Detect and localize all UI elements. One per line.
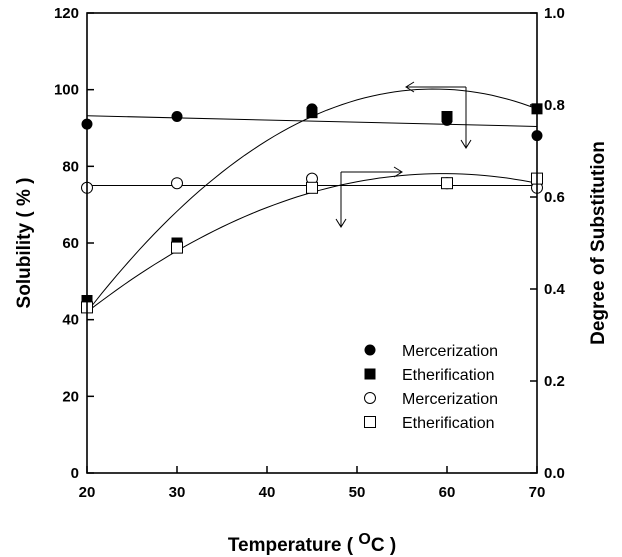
y-left-axis-ticks: 0 20 40 60 80 100 120 <box>54 5 94 482</box>
legend-label: Mercerization <box>402 391 498 408</box>
y-left-tick-label: 20 <box>62 388 79 405</box>
data-point-open-square <box>306 181 318 194</box>
arrow-shaft <box>340 171 402 226</box>
y-left-tick-label: 40 <box>62 312 79 329</box>
arrow-down-head <box>335 218 347 228</box>
fit-curve <box>86 88 538 313</box>
y-right-tick-label: 0.6 <box>544 189 565 206</box>
data-point-filled-square <box>306 107 318 119</box>
x-tick-label: 70 <box>529 484 546 501</box>
fit-curves <box>86 88 538 313</box>
x-tick-label: 40 <box>259 484 276 501</box>
y-left-axis-title: Solubility ( % ) <box>14 178 35 309</box>
axis-indicator-arrows <box>335 81 472 228</box>
x-tick-label: 50 <box>349 484 366 501</box>
y-right-tick-label: 1.0 <box>544 5 565 22</box>
x-tick-label: 60 <box>439 484 456 501</box>
data-point-open-square <box>441 177 453 190</box>
y-right-tick-label: 0.8 <box>544 97 565 114</box>
x-axis-title: Temperature ( OC ) <box>228 531 396 556</box>
fit-curve <box>86 173 538 313</box>
data-point-filled-circle <box>171 111 183 122</box>
arrow-right-head <box>393 166 403 178</box>
legend-open-square-marker <box>364 416 376 428</box>
data-point-open-circle <box>171 177 183 190</box>
legend-label: Etherification <box>402 415 495 432</box>
x-tick-label: 20 <box>79 484 96 501</box>
legend-label: Mercerization <box>402 343 498 360</box>
data-point-open-square <box>171 241 183 254</box>
y-left-tick-label: 0 <box>71 465 79 482</box>
y-right-axis-ticks: 0.0 0.2 0.4 0.6 0.8 1.0 <box>530 5 566 482</box>
data-point-filled-square <box>441 111 453 122</box>
y-right-tick-label: 0.0 <box>544 465 565 482</box>
x-tick-label: 30 <box>169 484 186 501</box>
legend-open-circle-marker <box>364 392 376 404</box>
y-left-tick-label: 80 <box>62 158 79 175</box>
legend-label: Etherification <box>402 367 495 384</box>
x-axis-ticks: 20 30 40 50 60 70 <box>79 466 546 501</box>
arrow-shaft <box>407 86 467 147</box>
y-right-tick-label: 0.4 <box>544 281 566 298</box>
y-left-tick-label: 120 <box>54 5 79 22</box>
legend: Mercerization Etherification Mercerizati… <box>364 343 498 432</box>
y-right-axis-title: Degree of Substitution <box>588 141 609 345</box>
arrow-down-head <box>460 139 472 149</box>
y-left-tick-label: 100 <box>54 82 79 99</box>
fit-curve <box>86 115 538 127</box>
arrow-left-head <box>405 81 415 93</box>
y-right-tick-label: 0.2 <box>544 373 565 390</box>
legend-filled-square-marker <box>364 368 376 380</box>
data-markers <box>81 103 543 314</box>
y-left-tick-label: 60 <box>62 235 79 252</box>
legend-filled-circle-marker <box>364 344 376 356</box>
